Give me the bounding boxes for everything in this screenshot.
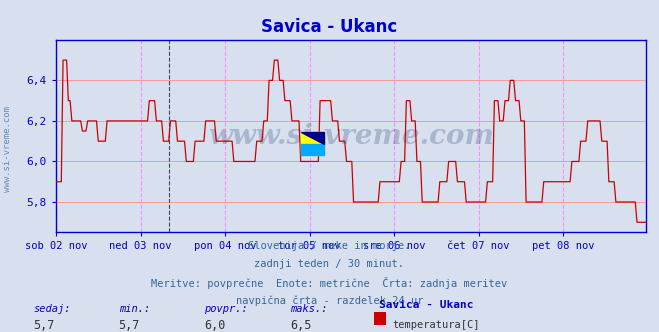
Text: navpična črta - razdelek 24 ur: navpična črta - razdelek 24 ur [236,295,423,306]
Text: 5,7: 5,7 [33,319,54,332]
Polygon shape [301,132,324,144]
Text: Slovenija / reke in morje.: Slovenija / reke in morje. [248,241,411,251]
Text: Savica - Ukanc: Savica - Ukanc [379,300,473,310]
Bar [301,144,324,155]
Text: 5,7: 5,7 [119,319,140,332]
Text: zadnji teden / 30 minut.: zadnji teden / 30 minut. [254,259,405,269]
Text: Savica - Ukanc: Savica - Ukanc [262,18,397,36]
Bar [301,132,324,155]
Text: temperatura[C]: temperatura[C] [392,320,480,330]
Text: www.si-vreme.com: www.si-vreme.com [208,123,494,150]
Text: 6,0: 6,0 [204,319,225,332]
Text: povpr.:: povpr.: [204,304,248,314]
Text: min.:: min.: [119,304,150,314]
Text: Meritve: povprečne  Enote: metrične  Črta: zadnja meritev: Meritve: povprečne Enote: metrične Črta:… [152,277,507,289]
Text: 6,5: 6,5 [290,319,311,332]
Text: sedaj:: sedaj: [33,304,71,314]
Text: maks.:: maks.: [290,304,328,314]
Text: www.si-vreme.com: www.si-vreme.com [3,106,13,193]
